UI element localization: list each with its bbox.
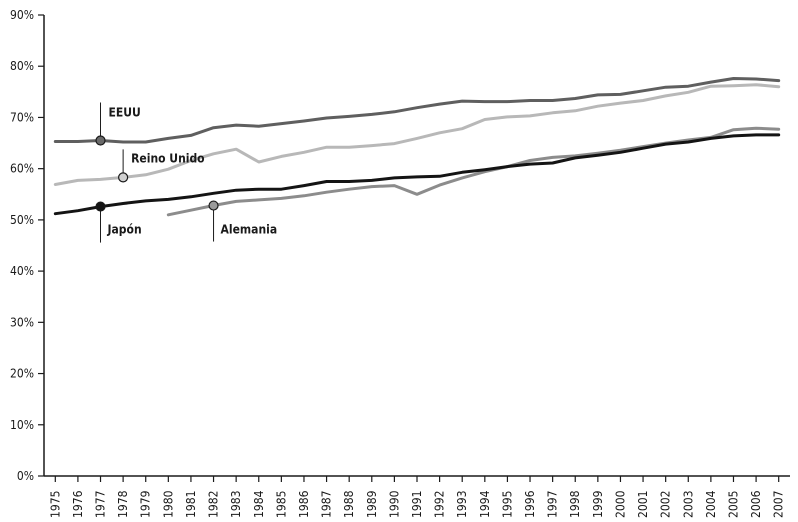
x-tick-label: 1977 (94, 491, 108, 518)
x-axis-ticks: 1975 1976 1977 1978 1979 1980 1981 1982 1983 1984… (48, 476, 786, 518)
x-tick-label: 1989 (365, 490, 379, 518)
y-tick-label: 30% (10, 315, 34, 329)
x-tick-label: 2002 (659, 491, 673, 518)
x-tick-label: 1997 (546, 491, 560, 518)
x-tick-label: 1985 (274, 491, 288, 518)
x-tick-label: 1975 (48, 491, 62, 518)
x-tick-label: 1981 (184, 491, 198, 518)
x-tick-label: 1990 (387, 490, 401, 518)
callout-marker-alemania (208, 200, 219, 211)
x-tick-label: 1988 (342, 490, 356, 518)
x-tick-label: 2005 (726, 491, 740, 518)
callout-marker-japón (95, 201, 106, 212)
chart-axes (43, 15, 790, 477)
x-tick-label: 1984 (252, 490, 266, 518)
x-tick-label: 1987 (320, 491, 334, 518)
series-lines (53, 77, 781, 217)
x-tick-label: 1983 (229, 491, 243, 518)
x-tick-label: 1992 (433, 491, 447, 518)
x-tick-label: 1978 (116, 490, 130, 518)
x-tick-label: 2007 (772, 491, 786, 518)
y-tick-label: 50% (10, 213, 34, 227)
x-tick-label: 1994 (478, 490, 492, 518)
callout-marker-reino-unido (118, 172, 129, 183)
x-tick-label: 1980 (161, 490, 175, 518)
x-tick-label: 1993 (455, 491, 469, 518)
x-tick-label: 1995 (500, 491, 514, 518)
x-tick-label: 2001 (636, 491, 650, 518)
x-tick-label: 1979 (139, 490, 153, 518)
x-tick-label: 1999 (591, 490, 605, 518)
y-tick-label: 60% (10, 162, 34, 176)
callout-marker-eeuu (95, 135, 106, 146)
x-tick-label: 2004 (704, 490, 718, 518)
y-tick-label: 0% (17, 469, 34, 483)
y-tick-label: 70% (10, 110, 34, 124)
y-tick-label: 90% (10, 8, 34, 22)
series-line-japón (53, 133, 781, 216)
x-tick-label: 1982 (207, 491, 221, 518)
series-label-japón: Japón (107, 223, 142, 237)
x-tick-label: 2006 (749, 490, 763, 518)
series-label-reino-unido: Reino Unido (131, 151, 205, 165)
y-tick-label: 40% (10, 264, 34, 278)
x-tick-label: 1976 (71, 490, 85, 518)
series-line-eeuu (53, 77, 781, 144)
y-axis-ticks: 0% 10% 20% 30% 40% 50% 60% 70% 80% 90% (10, 8, 44, 483)
y-tick-label: 20% (10, 367, 34, 381)
series-label-alemania: Alemania (221, 223, 278, 237)
series-label-eeuu: EEUU (109, 105, 141, 119)
series-line-reino-unido (53, 83, 781, 186)
x-tick-label: 2000 (613, 490, 627, 518)
x-tick-label: 2003 (681, 491, 695, 518)
y-tick-label: 10% (10, 418, 34, 432)
y-tick-label: 80% (10, 59, 34, 73)
x-tick-label: 1998 (568, 490, 582, 518)
x-tick-label: 1986 (297, 490, 311, 518)
x-tick-label: 1996 (523, 490, 537, 518)
x-tick-label: 1991 (410, 491, 424, 518)
series-callouts: EEUU Reino Unido Japón Alemania (95, 102, 278, 243)
